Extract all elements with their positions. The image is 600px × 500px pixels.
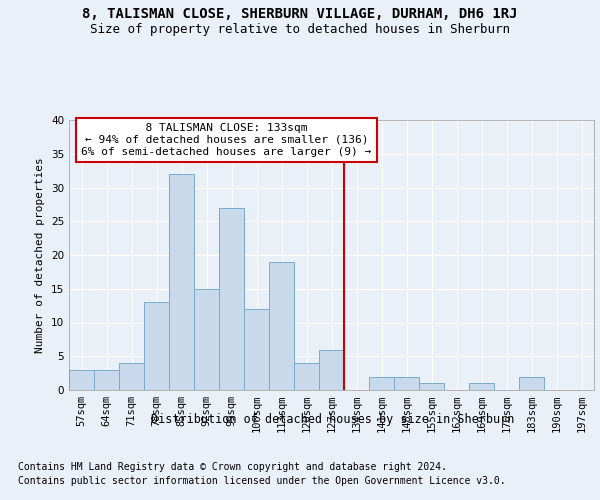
Bar — [519, 376, 544, 390]
Bar — [269, 262, 294, 390]
Bar — [219, 208, 244, 390]
Bar — [119, 363, 144, 390]
Text: Distribution of detached houses by size in Sherburn: Distribution of detached houses by size … — [151, 412, 515, 426]
Bar — [419, 383, 444, 390]
Bar — [94, 370, 119, 390]
Bar — [369, 376, 394, 390]
Y-axis label: Number of detached properties: Number of detached properties — [35, 157, 46, 353]
Text: Contains public sector information licensed under the Open Government Licence v3: Contains public sector information licen… — [18, 476, 506, 486]
Bar — [319, 350, 344, 390]
Bar — [169, 174, 194, 390]
Text: 8 TALISMAN CLOSE: 133sqm  
← 94% of detached houses are smaller (136)
6% of semi: 8 TALISMAN CLOSE: 133sqm ← 94% of detach… — [82, 124, 371, 156]
Bar — [69, 370, 94, 390]
Text: Contains HM Land Registry data © Crown copyright and database right 2024.: Contains HM Land Registry data © Crown c… — [18, 462, 447, 472]
Bar — [469, 383, 494, 390]
Bar — [144, 302, 169, 390]
Text: 8, TALISMAN CLOSE, SHERBURN VILLAGE, DURHAM, DH6 1RJ: 8, TALISMAN CLOSE, SHERBURN VILLAGE, DUR… — [82, 8, 518, 22]
Bar — [244, 309, 269, 390]
Bar — [394, 376, 419, 390]
Bar — [294, 363, 319, 390]
Bar — [194, 289, 219, 390]
Text: Size of property relative to detached houses in Sherburn: Size of property relative to detached ho… — [90, 22, 510, 36]
